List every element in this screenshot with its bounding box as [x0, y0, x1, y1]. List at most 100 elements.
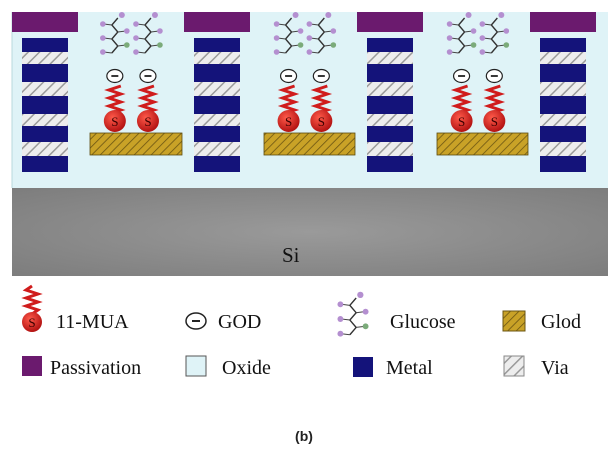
via-layer	[367, 82, 413, 96]
passivation-cap	[12, 12, 78, 32]
mua-chain	[104, 84, 126, 116]
metal-layer	[194, 64, 240, 82]
via-layer	[540, 142, 586, 156]
mua-symbol-icon: S	[21, 284, 43, 332]
oxide-swatch-icon	[185, 355, 207, 377]
gold-electrode	[89, 132, 183, 156]
metal-via-stack	[357, 12, 423, 172]
mua-god-glucose-assembly: S	[273, 12, 304, 132]
metal-layer	[367, 64, 413, 82]
mua-god-glucose-assembly: S	[446, 12, 477, 132]
metal-via-stack	[530, 12, 596, 172]
metal-layer	[540, 96, 586, 114]
legend-item-passivation: Passivation	[22, 356, 141, 379]
via-layer	[367, 52, 413, 64]
metal-layer	[367, 126, 413, 142]
metal-layer	[367, 38, 413, 52]
via-layer	[194, 114, 240, 126]
legend-label-via: Via	[541, 357, 569, 379]
gold-electrode	[436, 132, 529, 156]
glucose-molecule	[479, 12, 510, 55]
legend-item-oxide: Oxide	[185, 355, 271, 379]
metal-via-stack	[184, 12, 250, 172]
mua-sulfur-label: S	[144, 114, 151, 129]
legend-label-metal: Metal	[386, 357, 433, 379]
svg-text:S: S	[28, 315, 35, 330]
passivation-cap	[357, 12, 423, 32]
metal-via-stacks	[12, 12, 596, 172]
mua-chain	[277, 84, 300, 116]
passivation-swatch-icon	[22, 356, 42, 376]
mua-sulfur-head	[310, 110, 333, 132]
mua-god-glucose-assembly: S	[306, 12, 337, 132]
metal-layer	[22, 96, 68, 114]
metal-layer	[194, 156, 240, 172]
mua-chain	[137, 84, 159, 116]
via-layer	[22, 142, 68, 156]
gold-electrode	[263, 132, 356, 156]
mua-chain	[310, 84, 333, 116]
mua-sulfur-head	[277, 110, 300, 132]
via-swatch-icon	[503, 355, 525, 377]
mua-chain	[450, 84, 473, 116]
metal-layer	[22, 156, 68, 172]
mua-sulfur-label: S	[491, 114, 498, 129]
via-layer	[22, 82, 68, 96]
glucose-molecule	[273, 12, 304, 55]
mua-god-glucose-assembly: S	[479, 12, 510, 132]
mua-sulfur-label: S	[458, 114, 465, 129]
legend-item-glucose: Glucose	[337, 291, 456, 337]
legend-label-glucose: Glucose	[390, 311, 456, 333]
mua-sulfur-head	[450, 110, 473, 132]
via-layer	[540, 82, 586, 96]
figure-caption: (b)	[295, 428, 313, 444]
via-layer	[367, 142, 413, 156]
passivation-cap	[184, 12, 250, 32]
silicon-substrate	[12, 188, 608, 276]
via-layer	[367, 114, 413, 126]
via-layer	[22, 114, 68, 126]
metal-layer	[194, 38, 240, 52]
legend-item-gold: Glod	[502, 310, 581, 333]
silicon-label: Si	[282, 243, 300, 267]
metal-layer	[22, 38, 68, 52]
mua-sulfur-label: S	[111, 114, 118, 129]
mua-sulfur-head	[103, 110, 126, 132]
metal-layer	[367, 156, 413, 172]
metal-layer	[194, 96, 240, 114]
legend-item-god: GOD	[185, 311, 261, 333]
via-layer	[540, 114, 586, 126]
metal-layer	[540, 38, 586, 52]
glucose-molecule	[133, 12, 163, 55]
legend-item-via: Via	[503, 355, 569, 379]
mua-sulfur-head	[483, 110, 506, 132]
metal-layer	[22, 64, 68, 82]
metal-layer	[540, 126, 586, 142]
via-layer	[194, 52, 240, 64]
via-layer	[194, 142, 240, 156]
metal-via-stack	[12, 12, 78, 172]
glucose-molecule	[446, 12, 477, 55]
mua-chain	[483, 84, 506, 116]
metal-layer	[540, 64, 586, 82]
legend-label-passivation: Passivation	[50, 357, 141, 379]
legend-label-mua: 11-MUA	[56, 311, 129, 333]
metal-layer	[22, 126, 68, 142]
glucose-molecule-icon	[337, 291, 369, 337]
glucose-molecule	[100, 12, 130, 55]
metal-layer	[194, 126, 240, 142]
legend-label-god: GOD	[218, 311, 261, 333]
via-layer	[540, 52, 586, 64]
mua-sulfur-head	[136, 110, 159, 132]
passivation-cap	[530, 12, 596, 32]
god-enzyme-icon	[185, 312, 207, 330]
legend-label-oxide: Oxide	[222, 357, 271, 379]
legend: S 11-MUA GOD Glucose Glod Passivation Ox…	[21, 284, 581, 379]
glucose-molecule	[306, 12, 337, 55]
via-layer	[22, 52, 68, 64]
legend-item-mua: S 11-MUA	[21, 284, 129, 333]
